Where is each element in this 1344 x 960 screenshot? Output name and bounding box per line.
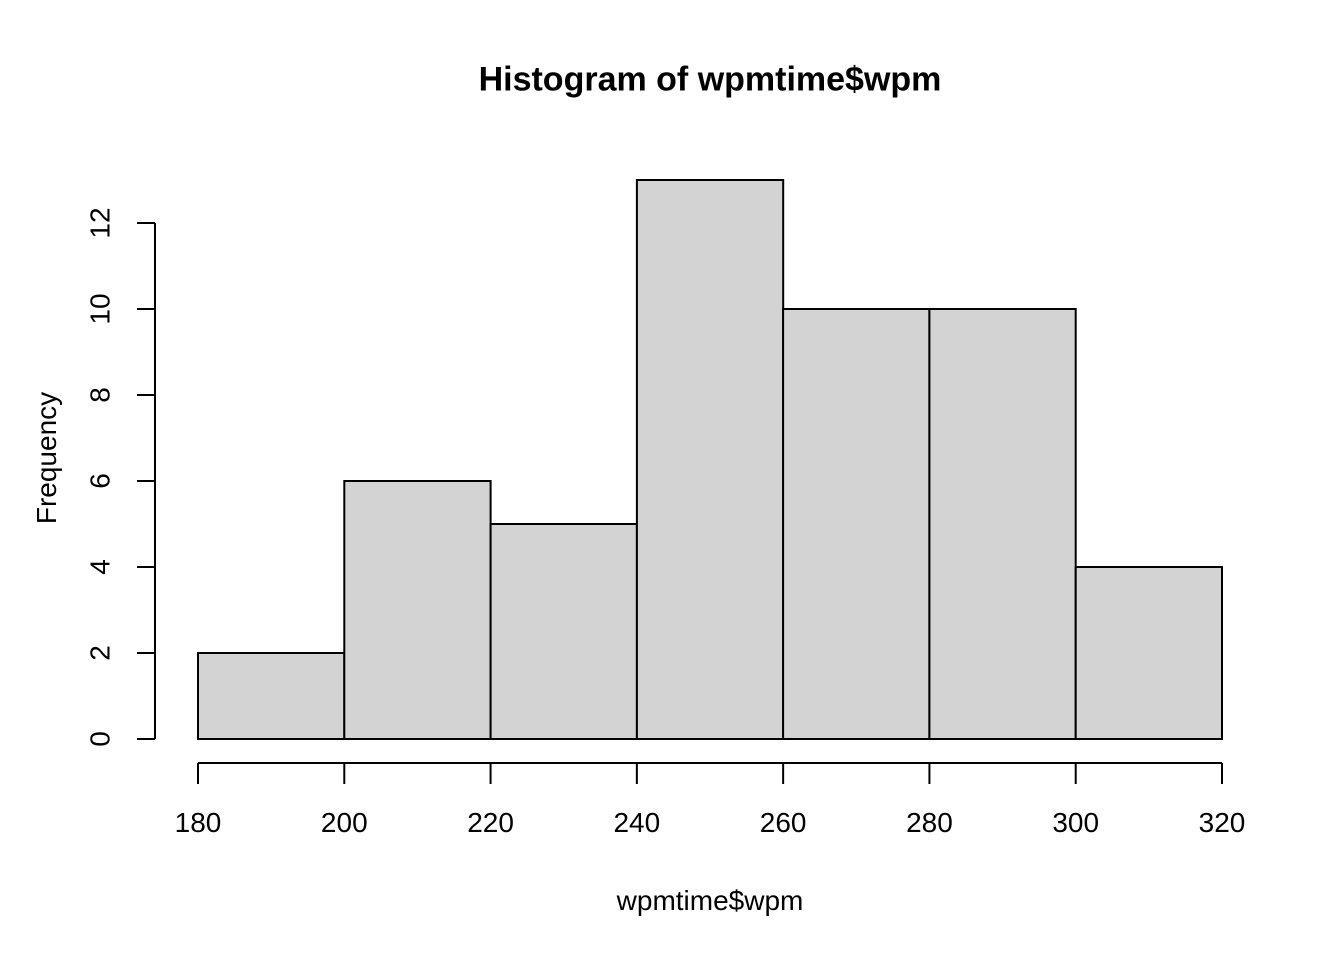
x-tick-label: 260 (760, 807, 807, 838)
y-tick-label: 12 (85, 207, 116, 238)
chart-title: Histogram of wpmtime$wpm (478, 60, 942, 99)
x-tick-label: 320 (1199, 807, 1246, 838)
y-tick-label: 2 (85, 645, 116, 661)
y-tick-label: 10 (85, 293, 116, 324)
y-axis: 0 2 4 6 8 10 12 (85, 207, 156, 747)
x-tick-label: 180 (175, 807, 222, 838)
y-tick-label: 8 (85, 387, 116, 403)
y-tick-label: 0 (85, 731, 116, 747)
histogram-bar (1074, 566, 1223, 740)
y-tick-label: 4 (85, 559, 116, 575)
histogram-bar (928, 308, 1077, 740)
x-tick-label: 200 (321, 807, 368, 838)
x-tick-label: 300 (1052, 807, 1099, 838)
histogram-bar (197, 652, 346, 740)
y-tick-label: 6 (85, 473, 116, 489)
bars-group (197, 179, 1223, 740)
histogram-bar (489, 523, 638, 740)
x-tick-label: 280 (906, 807, 953, 838)
histogram-bar (782, 308, 931, 740)
x-axis: 180 200 220 240 260 280 300 320 (175, 762, 1246, 838)
x-tick-label: 240 (613, 807, 660, 838)
x-tick-label: 220 (467, 807, 514, 838)
y-axis-title: Frequency (31, 391, 62, 525)
histogram-bar (343, 480, 492, 740)
histogram-bar (635, 179, 785, 740)
x-axis-title: wpmtime$wpm (616, 885, 804, 916)
